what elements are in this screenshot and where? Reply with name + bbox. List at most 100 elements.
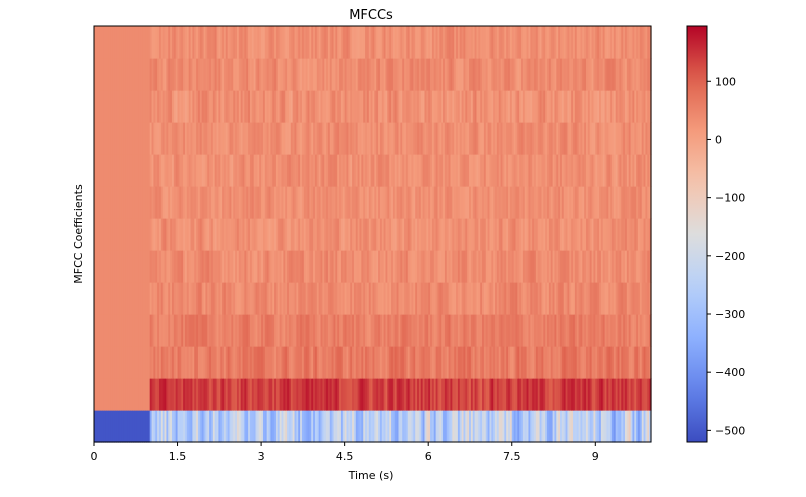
- heatmap-cell: [192, 314, 195, 347]
- heatmap-cell: [389, 218, 392, 251]
- heatmap-cell: [311, 90, 314, 123]
- heatmap-cell: [474, 218, 478, 251]
- heatmap-cell: [574, 346, 578, 379]
- heatmap-cell: [94, 410, 97, 443]
- heatmap-cell: [327, 58, 331, 91]
- heatmap-cell: [530, 90, 533, 123]
- heatmap-cell: [450, 218, 453, 251]
- heatmap-cell: [197, 346, 201, 379]
- heatmap-cell: [502, 186, 505, 219]
- heatmap-cell: [136, 250, 140, 283]
- heatmap-cell: [372, 122, 375, 155]
- heatmap-cell: [344, 90, 348, 123]
- heatmap-cell: [197, 186, 201, 219]
- heatmap-cell: [573, 314, 576, 347]
- heatmap-cell: [431, 346, 435, 379]
- heatmap-cell: [153, 346, 156, 379]
- heatmap-cell: [372, 250, 375, 283]
- heatmap-cell: [391, 314, 394, 347]
- heatmap-cell: [207, 218, 210, 251]
- heatmap-cell: [589, 186, 593, 219]
- heatmap-cell: [368, 346, 372, 379]
- heatmap-cell: [220, 58, 223, 91]
- heatmap-cell: [411, 26, 414, 59]
- heatmap-cell: [431, 122, 435, 155]
- heatmap-cell: [368, 250, 372, 283]
- heatmap-cell: [409, 26, 413, 59]
- heatmap-cell: [636, 218, 639, 251]
- heatmap-cell: [526, 26, 530, 59]
- heatmap-cell: [205, 282, 208, 315]
- heatmap-cell: [504, 90, 507, 123]
- heatmap-cell: [316, 58, 320, 91]
- heatmap-cell: [248, 282, 251, 315]
- heatmap-cell: [506, 218, 509, 251]
- heatmap-cell: [285, 58, 288, 91]
- heatmap-cell: [480, 122, 483, 155]
- heatmap-cell: [313, 186, 316, 219]
- heatmap-cell: [443, 314, 446, 347]
- heatmap-cell: [255, 314, 258, 347]
- heatmap-cell: [318, 186, 322, 219]
- heatmap-cell: [307, 378, 310, 411]
- heatmap-cell: [643, 314, 647, 347]
- heatmap-cell: [565, 314, 569, 347]
- heatmap-cell: [158, 218, 162, 251]
- heatmap-cell: [489, 282, 492, 315]
- heatmap-cell: [168, 26, 171, 59]
- heatmap-cell: [398, 26, 401, 59]
- heatmap-cell: [595, 58, 598, 91]
- heatmap-cell: [103, 346, 106, 379]
- heatmap-cell: [467, 186, 470, 219]
- heatmap-cell: [303, 90, 307, 123]
- heatmap-cell: [422, 314, 426, 347]
- heatmap-cell: [569, 346, 572, 379]
- heatmap-cell: [439, 154, 442, 187]
- heatmap-cell: [547, 26, 550, 59]
- heatmap-cell: [513, 314, 517, 347]
- heatmap-cell: [272, 378, 275, 411]
- heatmap-cell: [411, 314, 414, 347]
- heatmap-cell: [381, 154, 385, 187]
- heatmap-cell: [361, 90, 364, 123]
- heatmap-cell: [127, 250, 130, 283]
- heatmap-cell: [511, 250, 515, 283]
- colorbar-tick-label: 0: [715, 133, 722, 146]
- heatmap-cell: [625, 314, 628, 347]
- heatmap-cell: [142, 90, 145, 123]
- heatmap-cell: [151, 410, 155, 443]
- heatmap-cell: [316, 410, 320, 443]
- heatmap-cell: [216, 90, 219, 123]
- heatmap-cell: [277, 26, 281, 59]
- heatmap-cell: [311, 410, 314, 443]
- heatmap-cell: [534, 26, 537, 59]
- heatmap-cell: [335, 90, 338, 123]
- heatmap-cell: [608, 186, 611, 219]
- heatmap-cell: [374, 154, 377, 187]
- heatmap-cell: [290, 410, 294, 443]
- heatmap-cell: [398, 218, 401, 251]
- heatmap-cell: [517, 186, 520, 219]
- heatmap-cell: [647, 314, 650, 347]
- heatmap-cell: [567, 282, 570, 315]
- heatmap-cell: [352, 218, 355, 251]
- heatmap-cell: [409, 250, 413, 283]
- heatmap-cell: [287, 58, 290, 91]
- heatmap-cell: [233, 90, 236, 123]
- heatmap-cell: [493, 250, 496, 283]
- heatmap-cell: [136, 218, 140, 251]
- heatmap-cell: [257, 58, 260, 91]
- heatmap-cell: [489, 410, 492, 443]
- heatmap-cell: [558, 378, 561, 411]
- heatmap-cell: [192, 282, 195, 315]
- heatmap-cell: [470, 58, 474, 91]
- heatmap-cell: [381, 26, 385, 59]
- heatmap-cell: [300, 218, 303, 251]
- heatmap-cell: [290, 346, 294, 379]
- heatmap-cell: [444, 378, 448, 411]
- heatmap-cell: [352, 282, 355, 315]
- heatmap-cell: [331, 154, 335, 187]
- heatmap-cell: [437, 250, 440, 283]
- heatmap-cell: [645, 90, 648, 123]
- heatmap-cell: [495, 154, 498, 187]
